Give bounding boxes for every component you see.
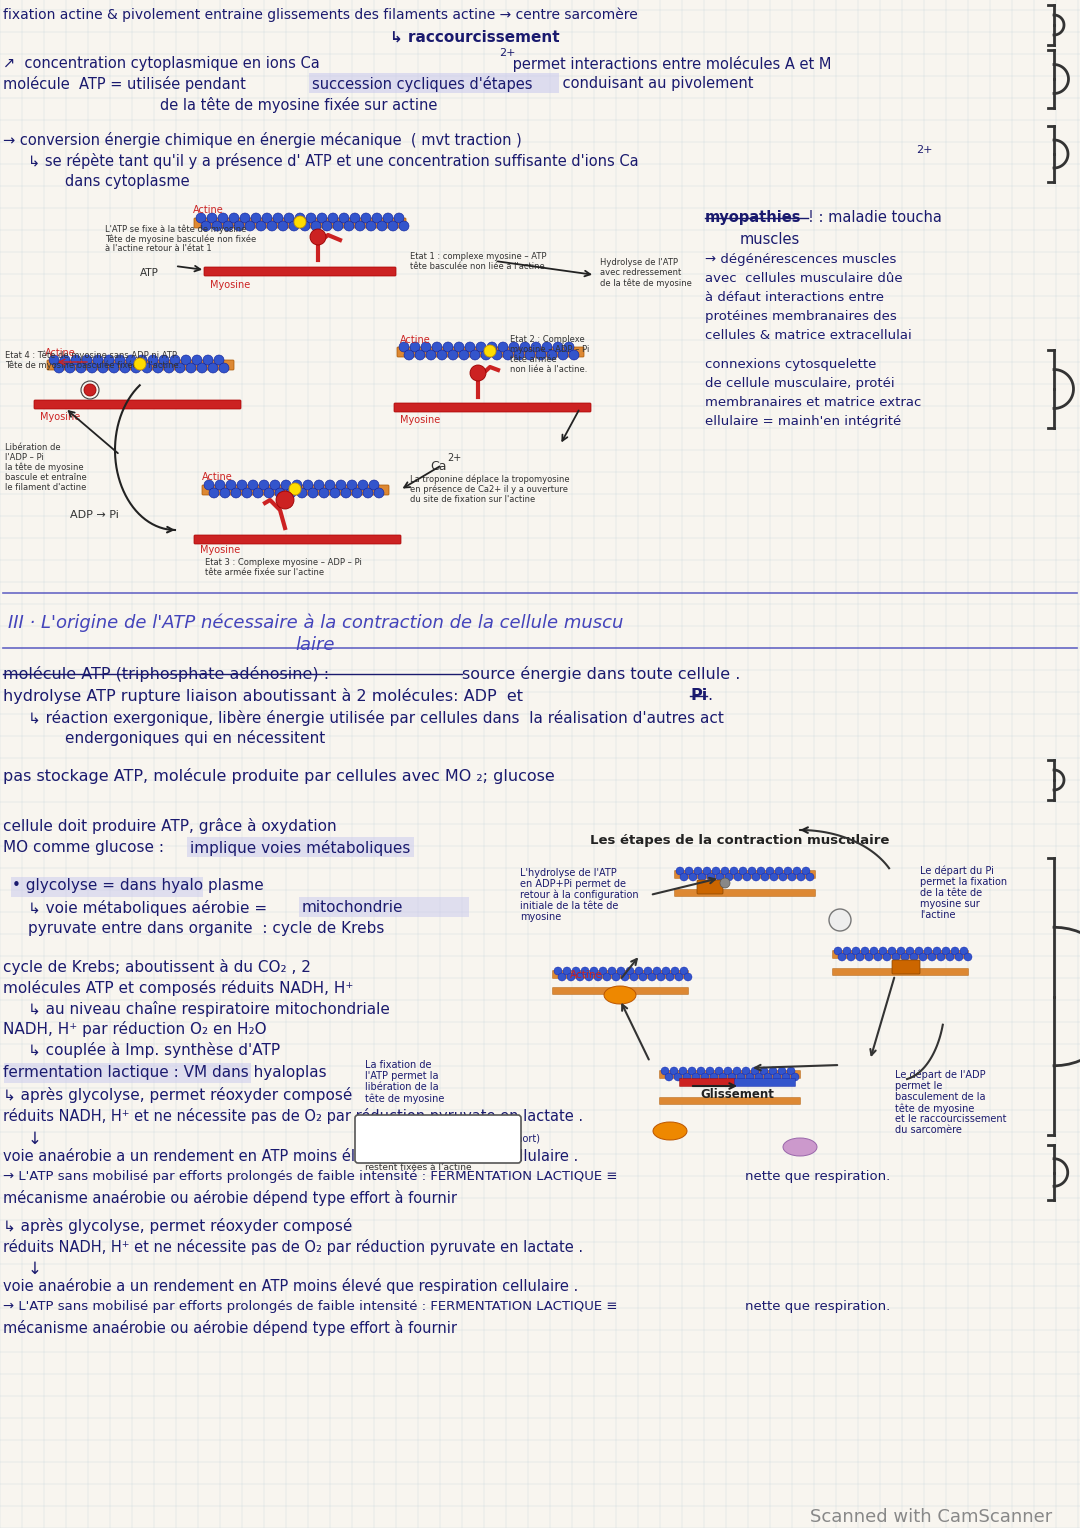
Circle shape bbox=[653, 967, 661, 975]
Circle shape bbox=[870, 947, 878, 955]
Text: l'ATP permet la: l'ATP permet la bbox=[365, 1071, 438, 1080]
Text: ↳ raccourcissement: ↳ raccourcissement bbox=[390, 31, 559, 44]
Text: ellulaire = mainh'en intégrité: ellulaire = mainh'en intégrité bbox=[705, 416, 901, 428]
Circle shape bbox=[481, 350, 491, 361]
Circle shape bbox=[377, 222, 387, 231]
Text: ↗  concentration cytoplasmique en ions Ca: ↗ concentration cytoplasmique en ions Ca bbox=[3, 57, 320, 70]
Text: Pi: Pi bbox=[690, 688, 707, 703]
Circle shape bbox=[297, 487, 307, 498]
Text: P: P bbox=[836, 921, 842, 932]
Circle shape bbox=[787, 1067, 795, 1076]
Text: ↳ réaction exergonique, libère énergie utilisée par cellules dans  la réalisatio: ↳ réaction exergonique, libère énergie u… bbox=[28, 711, 724, 726]
Circle shape bbox=[237, 480, 247, 490]
Circle shape bbox=[928, 953, 936, 961]
Circle shape bbox=[684, 973, 692, 981]
Circle shape bbox=[703, 866, 711, 876]
Circle shape bbox=[443, 342, 453, 351]
Text: Le départ du Pi: Le départ du Pi bbox=[920, 866, 994, 877]
Circle shape bbox=[286, 487, 296, 498]
Text: ↳ après glycolyse, permet réoxyder composé: ↳ après glycolyse, permet réoxyder compo… bbox=[3, 1218, 352, 1235]
Circle shape bbox=[82, 354, 92, 365]
Text: de la tête de: de la tête de bbox=[920, 888, 982, 898]
Circle shape bbox=[585, 973, 593, 981]
Circle shape bbox=[788, 872, 796, 882]
Circle shape bbox=[572, 967, 580, 975]
Circle shape bbox=[361, 212, 372, 223]
Circle shape bbox=[76, 364, 86, 373]
Circle shape bbox=[267, 222, 276, 231]
Text: myopathies: myopathies bbox=[705, 209, 801, 225]
Circle shape bbox=[215, 480, 225, 490]
Circle shape bbox=[685, 866, 693, 876]
Circle shape bbox=[964, 953, 972, 961]
Circle shape bbox=[757, 866, 765, 876]
Text: de la tête de myosine: de la tête de myosine bbox=[600, 278, 692, 287]
Text: → L'ATP sans mobilisé par efforts prolongés de faible intensité : FERMENTATION L: → L'ATP sans mobilisé par efforts prolon… bbox=[3, 1300, 618, 1313]
FancyBboxPatch shape bbox=[4, 1063, 251, 1083]
Text: Rigidité cadavérique: Rigidité cadavérique bbox=[365, 1131, 487, 1140]
Circle shape bbox=[242, 487, 252, 498]
Circle shape bbox=[170, 354, 180, 365]
Text: pas stockage ATP, molécule produite par cellules avec MO ₂; glucose: pas stockage ATP, molécule produite par … bbox=[3, 769, 555, 784]
Circle shape bbox=[509, 342, 519, 351]
Circle shape bbox=[281, 480, 291, 490]
Text: implique voies métaboliques: implique voies métaboliques bbox=[190, 840, 410, 856]
Circle shape bbox=[525, 350, 535, 361]
Text: ↳ couplée à Imp. synthèse d'ATP: ↳ couplée à Imp. synthèse d'ATP bbox=[28, 1042, 280, 1057]
Circle shape bbox=[694, 866, 702, 876]
Text: tête de myosine: tête de myosine bbox=[365, 1093, 444, 1103]
Circle shape bbox=[680, 967, 688, 975]
Text: tête armée fixée sur l'actine: tête armée fixée sur l'actine bbox=[205, 568, 324, 578]
Text: NADH, H⁺ par réduction O₂ en H₂O: NADH, H⁺ par réduction O₂ en H₂O bbox=[3, 1021, 267, 1038]
Text: ↓: ↓ bbox=[28, 1261, 42, 1277]
Text: .: . bbox=[707, 688, 712, 703]
Circle shape bbox=[310, 229, 326, 244]
Text: Scanned with CamScanner: Scanned with CamScanner bbox=[810, 1508, 1052, 1526]
FancyBboxPatch shape bbox=[660, 1071, 800, 1079]
Text: L'ATP se fixe à la tête de myosine: L'ATP se fixe à la tête de myosine bbox=[105, 225, 246, 234]
FancyBboxPatch shape bbox=[397, 347, 584, 358]
Circle shape bbox=[104, 354, 114, 365]
Circle shape bbox=[219, 364, 229, 373]
Circle shape bbox=[519, 342, 530, 351]
Circle shape bbox=[84, 384, 96, 396]
Text: libération de la: libération de la bbox=[365, 1082, 438, 1093]
Text: ADP: ADP bbox=[700, 885, 718, 894]
Circle shape bbox=[399, 222, 409, 231]
Circle shape bbox=[576, 973, 584, 981]
Circle shape bbox=[793, 866, 801, 876]
Circle shape bbox=[755, 1073, 762, 1080]
Circle shape bbox=[197, 364, 207, 373]
Text: nette que respiration.: nette que respiration. bbox=[745, 1170, 890, 1183]
Circle shape bbox=[322, 222, 332, 231]
Text: 2+: 2+ bbox=[447, 452, 461, 463]
Circle shape bbox=[612, 973, 620, 981]
Text: Les étapes de la contraction musculaire: Les étapes de la contraction musculaire bbox=[590, 834, 889, 847]
Text: molécule  ATP = utilisée pendant: molécule ATP = utilisée pendant bbox=[3, 76, 251, 92]
Text: Etat 2 : Complexe: Etat 2 : Complexe bbox=[510, 335, 584, 344]
Text: mécanisme anaérobie ou aérobie dépend type effort à fournir: mécanisme anaérobie ou aérobie dépend ty… bbox=[3, 1190, 457, 1206]
Circle shape bbox=[901, 953, 909, 961]
Text: membranaires et matrice extrac: membranaires et matrice extrac bbox=[705, 396, 921, 410]
Circle shape bbox=[426, 350, 436, 361]
Text: de cellule musculaire, protéi: de cellule musculaire, protéi bbox=[705, 377, 894, 390]
Circle shape bbox=[289, 222, 299, 231]
Circle shape bbox=[856, 953, 864, 961]
Text: hydrolyse ATP rupture liaison aboutissant à 2 molécules: ADP  et: hydrolyse ATP rupture liaison aboutissan… bbox=[3, 688, 528, 704]
Circle shape bbox=[764, 1073, 772, 1080]
Text: Actine: Actine bbox=[45, 348, 76, 358]
Circle shape bbox=[347, 480, 357, 490]
Circle shape bbox=[314, 480, 324, 490]
Circle shape bbox=[688, 1067, 696, 1076]
Circle shape bbox=[760, 1067, 768, 1076]
Circle shape bbox=[264, 487, 274, 498]
Circle shape bbox=[671, 967, 679, 975]
Circle shape bbox=[955, 953, 963, 961]
Circle shape bbox=[308, 487, 318, 498]
FancyBboxPatch shape bbox=[675, 871, 815, 879]
Text: bascule et entraîne: bascule et entraîne bbox=[5, 474, 86, 481]
Circle shape bbox=[847, 953, 855, 961]
Circle shape bbox=[292, 480, 302, 490]
Circle shape bbox=[536, 350, 546, 361]
